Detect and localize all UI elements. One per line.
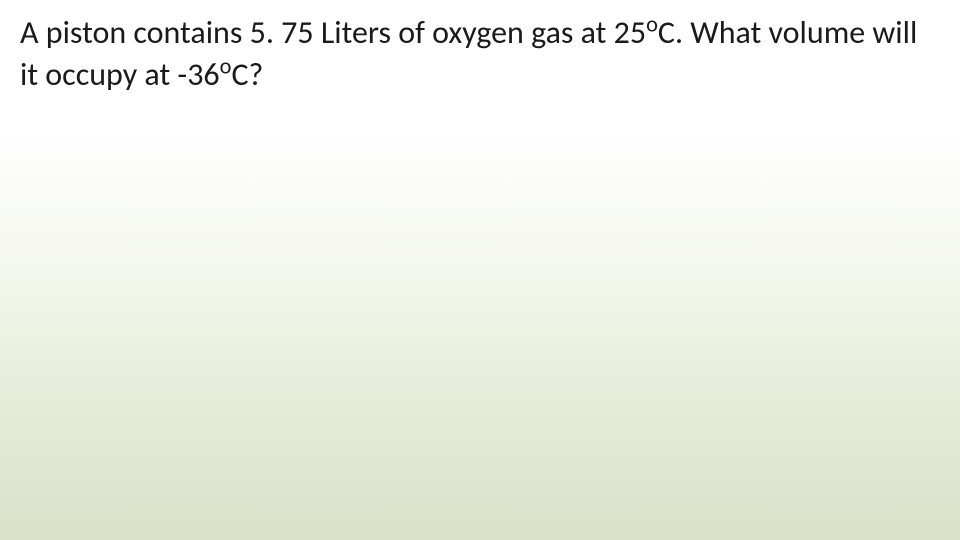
slide-container: A piston contains 5. 75 Liters of oxygen… [0,0,960,540]
problem-statement: A piston contains 5. 75 Liters of oxygen… [20,12,940,95]
problem-text-part1: A piston contains 5. 75 Liters of oxygen… [20,13,646,52]
degree-symbol-2: o [220,53,232,80]
problem-text-part3: C? [231,55,263,94]
degree-symbol-1: o [646,11,658,38]
